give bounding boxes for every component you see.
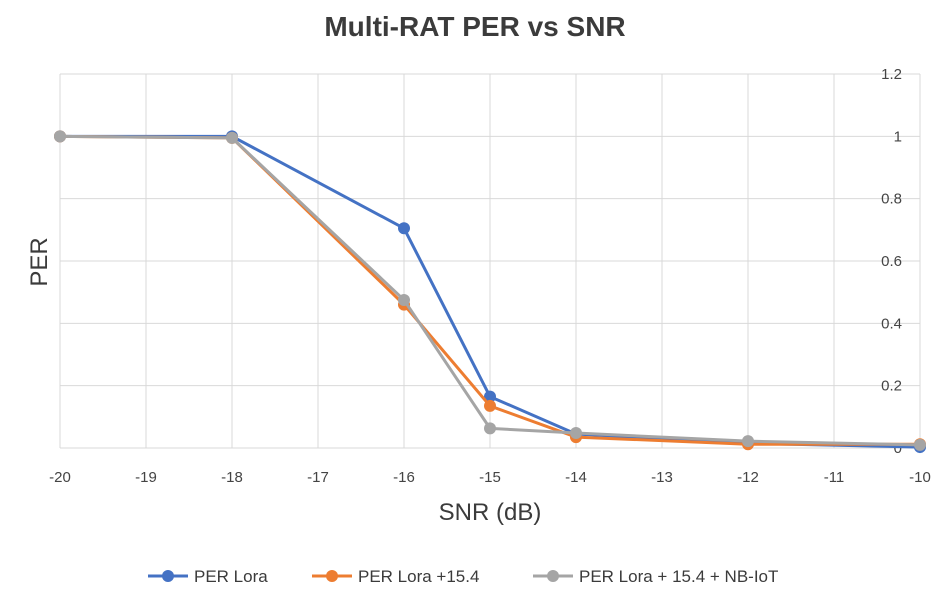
tick-labels: -20 -19 -18 -17 -16 -15 -14 -13 -12 -11 -10 0 0.2 0.4… (49, 66, 931, 486)
x-tick-label: -15 (479, 469, 501, 486)
x-tick-label: -20 (49, 469, 71, 486)
chart-title: Multi-RAT PER vs SNR (324, 11, 625, 42)
data-point (570, 427, 582, 440)
data-point (226, 131, 238, 144)
y-tick-label: 1 (894, 128, 902, 145)
x-tick-label: -10 (909, 469, 931, 486)
x-tick-label: -13 (651, 469, 673, 486)
legend-label: PER Lora + 15.4 + NB-IoT (579, 567, 778, 586)
legend-item: PER Lora + 15.4 + NB-IoT (533, 567, 778, 586)
legend-label: PER Lora (194, 567, 268, 586)
x-tick-label: -12 (737, 469, 759, 486)
y-tick-label: 1.2 (881, 66, 902, 83)
gridlines (59, 73, 921, 449)
y-tick-label: 0.2 (881, 378, 902, 395)
data-point (398, 293, 410, 306)
legend-item: PER Lora +15.4 (312, 567, 479, 586)
x-axis-title: SNR (dB) (439, 499, 542, 526)
data-point (398, 222, 410, 235)
legend-marker (326, 570, 338, 582)
data-point (484, 390, 496, 403)
series-layer (54, 130, 926, 454)
legend: PER Lora PER Lora +15.4 PER Lora + 15.4 + … (148, 567, 778, 586)
legend-marker (162, 570, 174, 582)
y-tick-label: 0.6 (881, 253, 902, 270)
data-point (742, 435, 754, 448)
data-point (484, 399, 496, 412)
x-tick-label: -18 (221, 469, 243, 486)
x-tick-label: -14 (565, 469, 587, 486)
data-point (54, 130, 66, 143)
legend-item: PER Lora (148, 567, 268, 586)
x-tick-label: -11 (824, 469, 845, 486)
legend-label: PER Lora +15.4 (358, 567, 479, 586)
y-tick-label: 0 (894, 440, 902, 457)
y-axis-title: PER (26, 237, 53, 286)
x-tick-label: -16 (393, 469, 415, 486)
series-3 (54, 130, 926, 451)
data-point (484, 422, 496, 435)
x-tick-label: -17 (307, 469, 329, 486)
y-tick-label: 0.4 (881, 315, 902, 332)
legend-marker (547, 570, 559, 582)
y-tick-label: 0.8 (881, 191, 902, 208)
data-point (914, 438, 926, 451)
x-tick-label: -19 (135, 469, 157, 486)
